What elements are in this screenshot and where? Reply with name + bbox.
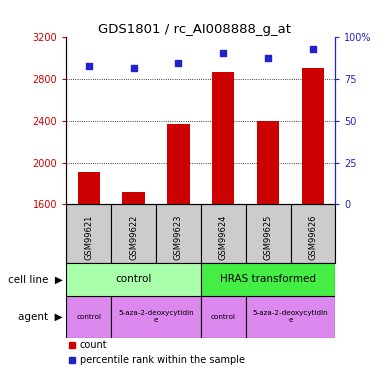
Text: GSM99621: GSM99621 (84, 214, 93, 260)
Text: GSM99622: GSM99622 (129, 214, 138, 260)
Point (220, 50, 226, 55)
Text: HRAS transformed: HRAS transformed (220, 274, 316, 284)
Bar (111, 296, 201, 338)
Bar (122, 192, 145, 204)
Text: GSM99625: GSM99625 (264, 214, 273, 260)
Text: percentile rank within the sample: percentile rank within the sample (80, 355, 245, 365)
Bar (167, 124, 190, 204)
Text: 5-aza-2-deoxycytidin
e: 5-aza-2-deoxycytidin e (118, 310, 194, 323)
Bar (212, 72, 234, 204)
Bar (66, 204, 111, 262)
Bar (201, 204, 246, 262)
Text: 5-aza-2-deoxycytidin
e: 5-aza-2-deoxycytidin e (253, 310, 328, 323)
Text: GSM99623: GSM99623 (174, 214, 183, 260)
Text: control: control (76, 314, 101, 320)
Bar (66, 262, 201, 296)
Bar (302, 68, 324, 204)
Point (86, 63, 92, 69)
Bar (257, 121, 279, 204)
Text: cell line  ▶: cell line ▶ (7, 274, 62, 284)
Bar (201, 296, 246, 338)
Bar (246, 296, 335, 338)
Text: control: control (211, 314, 236, 320)
Point (310, 46, 316, 52)
Text: count: count (80, 340, 107, 350)
Bar (156, 204, 201, 262)
Text: GSM99624: GSM99624 (219, 214, 228, 260)
Bar (291, 204, 335, 262)
Point (130, 64, 136, 70)
Bar (201, 262, 335, 296)
Point (176, 60, 182, 66)
Text: agent  ▶: agent ▶ (18, 312, 62, 322)
Bar (66, 296, 111, 338)
Text: GSM99626: GSM99626 (308, 214, 317, 260)
Point (265, 54, 271, 60)
Bar (78, 172, 100, 204)
Text: GDS1801 / rc_AI008888_g_at: GDS1801 / rc_AI008888_g_at (99, 22, 291, 36)
Text: control: control (115, 274, 152, 284)
Bar (111, 204, 156, 262)
Bar (246, 204, 291, 262)
